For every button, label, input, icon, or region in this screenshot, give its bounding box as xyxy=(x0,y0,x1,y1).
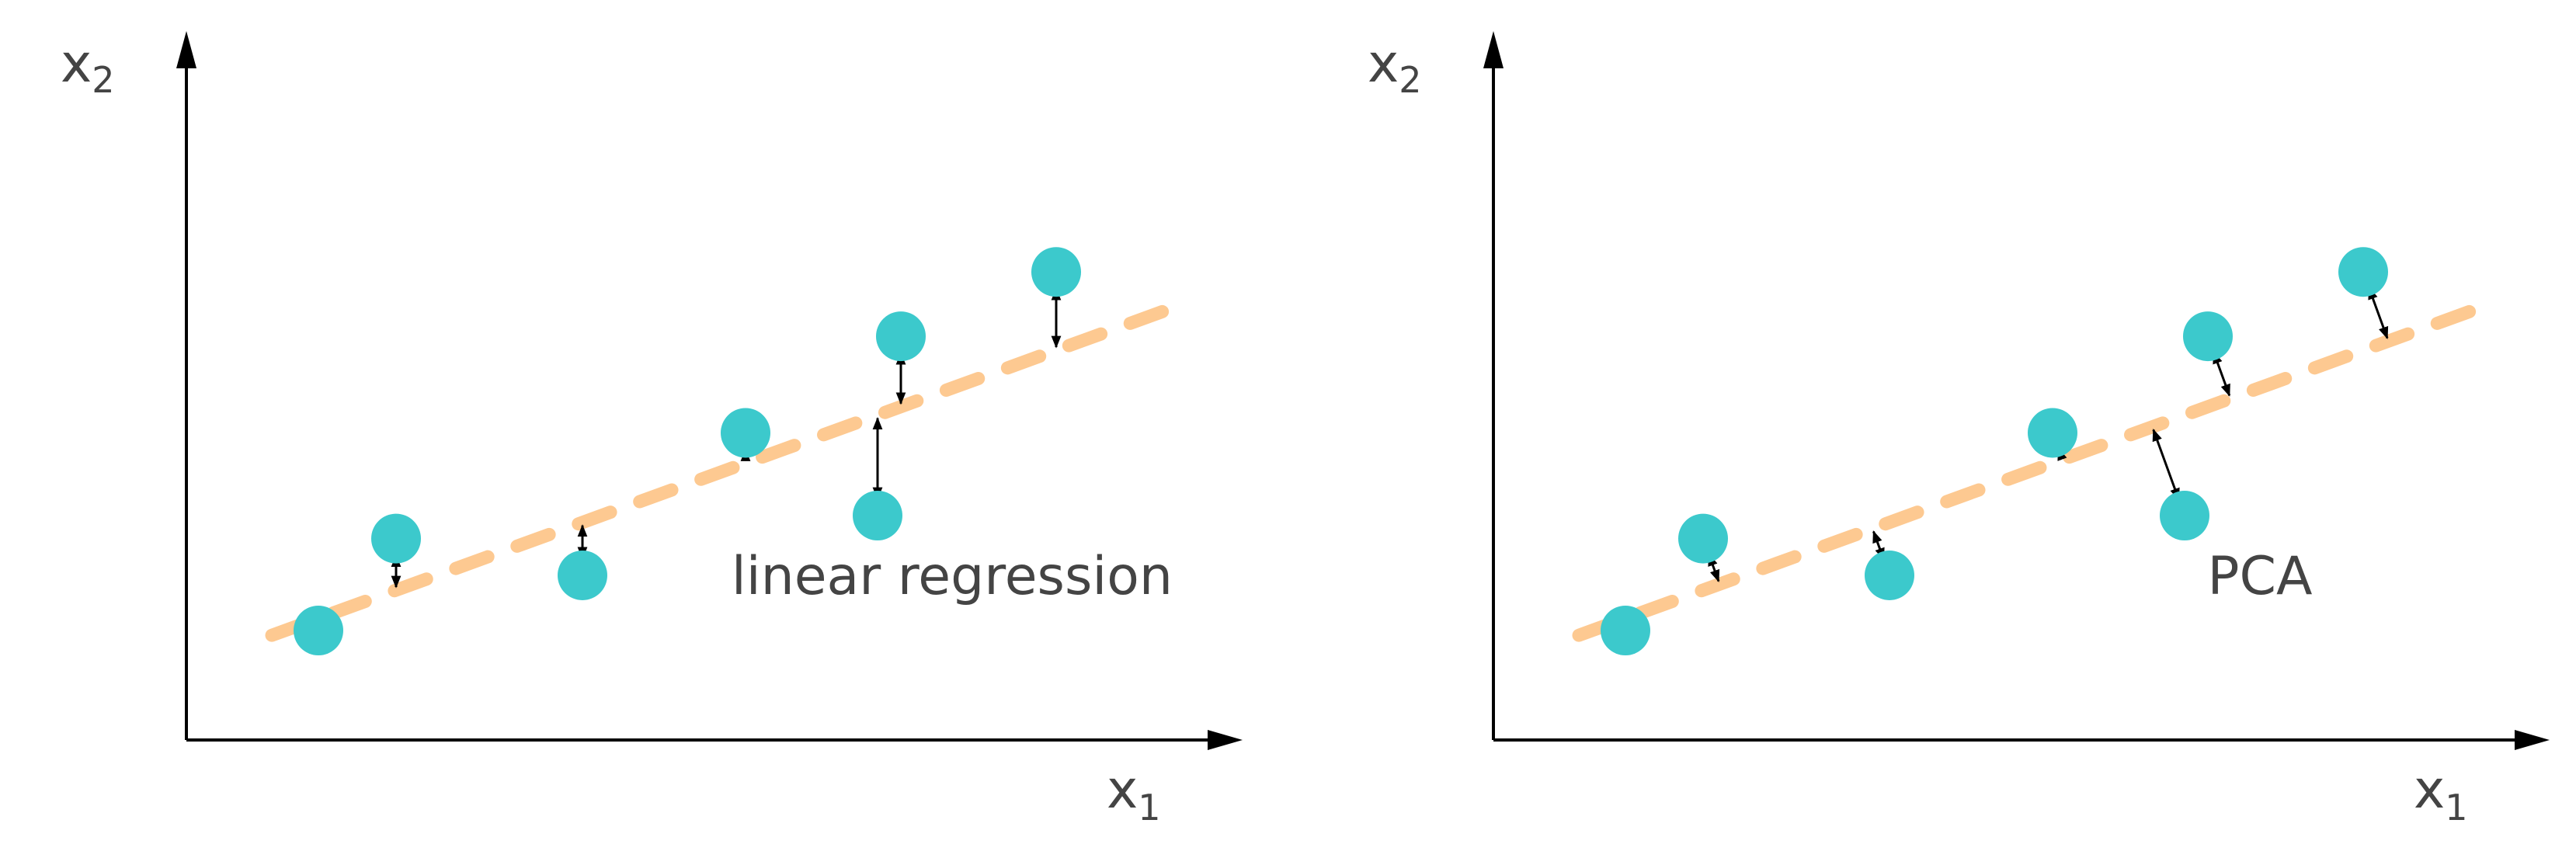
data-point xyxy=(371,513,421,564)
data-point xyxy=(2183,311,2233,362)
y-axis-arrowhead xyxy=(176,31,196,68)
y-axis-label-main: x xyxy=(1368,33,1399,95)
x-axis-arrowhead xyxy=(1208,730,1243,750)
x-axis-arrowhead xyxy=(2515,730,2550,750)
data-point xyxy=(2160,491,2209,540)
y-axis-label: x2 xyxy=(1368,33,1422,101)
plot-area-pca xyxy=(1572,247,2487,655)
data-point xyxy=(853,491,902,540)
y-axis-label-main: x xyxy=(61,33,92,95)
plot-area-linear-regression xyxy=(265,247,1180,655)
fit-line xyxy=(265,301,1180,642)
data-point xyxy=(2338,247,2388,297)
panel-pca: x2 x1 PCA xyxy=(1368,31,2550,829)
y-axis-label-subscript: 2 xyxy=(92,59,114,101)
panel-linear-regression: x2 x1 linear regression xyxy=(61,31,1243,829)
y-axis-arrowhead xyxy=(1483,31,1504,68)
panel-caption: PCA xyxy=(2207,546,2312,607)
residual-arrow xyxy=(2152,429,2180,501)
data-point xyxy=(1601,606,1650,655)
fit-line xyxy=(1572,301,2487,642)
residual-arrow xyxy=(2368,287,2389,340)
data-point xyxy=(294,606,343,655)
data-point xyxy=(1865,550,1914,600)
x-axis-label-subscript: 1 xyxy=(1138,787,1160,829)
y-axis-label: x2 xyxy=(61,33,115,101)
x-axis-label: x1 xyxy=(2414,759,2468,829)
x-axis-label-main: x xyxy=(2414,759,2445,821)
y-axis-label-subscript: 2 xyxy=(1399,59,1421,101)
x-axis-label-main: x xyxy=(1107,759,1138,821)
x-axis-label-subscript: 1 xyxy=(2445,787,2467,829)
panel-caption: linear regression xyxy=(732,546,1173,607)
data-point xyxy=(876,311,926,362)
data-point xyxy=(1031,247,1081,297)
data-point xyxy=(721,408,770,458)
data-point xyxy=(1678,513,1728,564)
data-point xyxy=(2028,408,2077,458)
data-point xyxy=(558,550,607,600)
x-axis-label: x1 xyxy=(1107,759,1161,829)
